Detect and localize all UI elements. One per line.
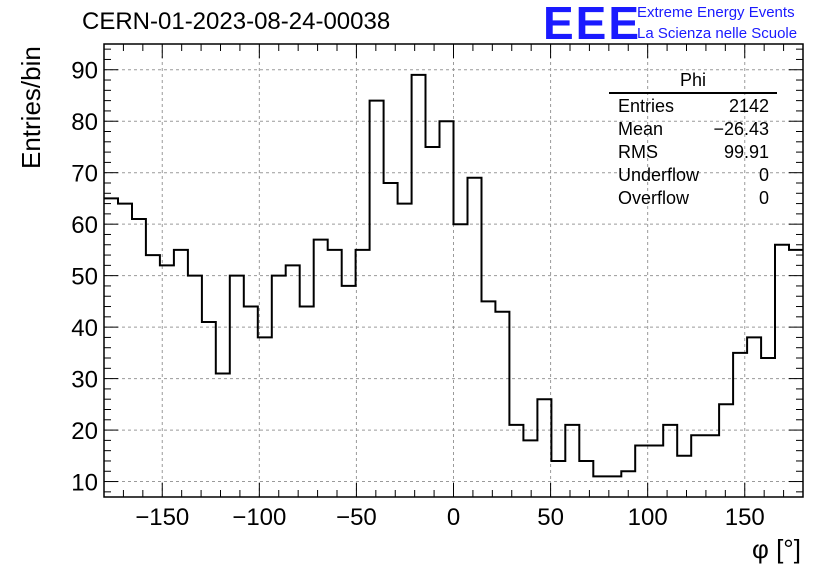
histogram-bin	[356, 250, 370, 497]
y-tick-label: 10	[71, 470, 98, 497]
stats-row-underflow: Underflow 0	[609, 164, 777, 187]
logo-line-1: Extreme Energy Events	[637, 4, 795, 21]
histogram-bin	[775, 245, 789, 497]
histogram-bin	[677, 456, 691, 497]
histogram-bin	[370, 101, 384, 497]
histogram-bin	[342, 286, 356, 497]
histogram-bin	[328, 250, 342, 497]
x-axis-label: φ [°]	[752, 534, 801, 564]
x-tick-label: −100	[232, 504, 286, 531]
histogram-bin	[118, 204, 132, 497]
histogram-bin	[719, 404, 733, 497]
stats-value: 2142	[728, 96, 769, 116]
histogram-bin	[230, 276, 244, 497]
histogram-bin	[188, 276, 202, 497]
histogram-bin	[132, 219, 146, 497]
histogram-bin	[314, 240, 328, 497]
stats-title: Phi	[609, 70, 777, 94]
stats-box: Phi Entries 2142 Mean −26.43 RMS 99.91 U…	[609, 70, 777, 210]
histogram-bin	[426, 147, 440, 497]
stats-value: −26.43	[713, 119, 769, 139]
stats-label: Mean	[618, 119, 664, 139]
histogram-bin	[160, 265, 174, 497]
histogram-bin	[789, 250, 803, 497]
y-tick-label: 40	[71, 315, 98, 342]
histogram-bin	[565, 425, 579, 497]
y-tick-label: 60	[71, 212, 98, 239]
histogram-bin	[202, 322, 216, 497]
run-title: CERN-01-2023-08-24-00038	[82, 8, 391, 35]
stats-label: RMS	[618, 142, 658, 162]
x-tick-label: −50	[336, 504, 377, 531]
x-tick-label: 150	[725, 504, 765, 531]
histogram-bin	[579, 461, 593, 497]
histogram-bin	[146, 255, 160, 497]
histogram-bin	[593, 476, 607, 497]
histogram-bin	[663, 425, 677, 497]
eee-logo: EEE	[543, 0, 642, 49]
histogram-bin	[272, 276, 286, 497]
y-tick-label: 70	[71, 161, 98, 188]
histogram-bin	[258, 337, 272, 497]
histogram-bin	[733, 353, 747, 497]
stats-row-overflow: Overflow 0	[609, 187, 777, 210]
histogram-bin	[216, 373, 230, 497]
histogram-bin	[621, 471, 635, 497]
histogram-bin	[244, 307, 258, 497]
histogram-bin	[481, 301, 495, 497]
histogram-bin	[537, 399, 551, 497]
histogram-bin	[440, 121, 454, 497]
stats-value: 99.91	[723, 142, 769, 162]
histogram-bin	[467, 178, 481, 497]
x-tick-label: −150	[135, 504, 189, 531]
histogram-bin	[523, 440, 537, 497]
histogram-bin	[174, 250, 188, 497]
stats-row-entries: Entries 2142	[609, 95, 777, 118]
stats-row-rms: RMS 99.91	[609, 141, 777, 164]
histogram-bin	[412, 75, 426, 497]
histogram-bin	[691, 435, 705, 497]
y-tick-label: 20	[71, 418, 98, 445]
histogram-bin	[705, 435, 719, 497]
histogram-bin	[649, 446, 663, 497]
histogram-bin	[635, 446, 649, 497]
y-tick-label: 30	[71, 367, 98, 394]
histogram-bin	[509, 425, 523, 497]
histogram-bin	[747, 337, 761, 497]
y-axis-label: Entries/bin	[16, 46, 46, 169]
histogram-bin	[607, 476, 621, 497]
x-tick-label: 100	[628, 504, 668, 531]
histogram-bin	[761, 358, 775, 497]
histogram-bin	[551, 461, 565, 497]
stats-value: 0	[758, 165, 769, 185]
histogram-outline	[104, 73, 803, 478]
histogram-bin	[384, 183, 398, 497]
histogram-bin	[286, 265, 300, 497]
y-tick-label: 90	[71, 58, 98, 85]
histogram-bin	[300, 307, 314, 497]
y-tick-label: 50	[71, 264, 98, 291]
x-tick-label: 50	[537, 504, 564, 531]
histogram-bin	[398, 204, 412, 497]
stats-label: Entries	[618, 96, 675, 116]
stats-value: 0	[758, 188, 769, 208]
logo-line-2: La Scienza nelle Scuole	[637, 25, 798, 42]
x-tick-label: 0	[447, 504, 460, 531]
histogram-bin	[104, 198, 118, 497]
y-tick-label: 80	[71, 109, 98, 136]
stats-label: Overflow	[618, 188, 690, 208]
stats-row-mean: Mean −26.43	[609, 118, 777, 141]
histogram-bin	[454, 224, 468, 497]
histogram-bin	[495, 312, 509, 497]
stats-label: Underflow	[618, 165, 700, 185]
